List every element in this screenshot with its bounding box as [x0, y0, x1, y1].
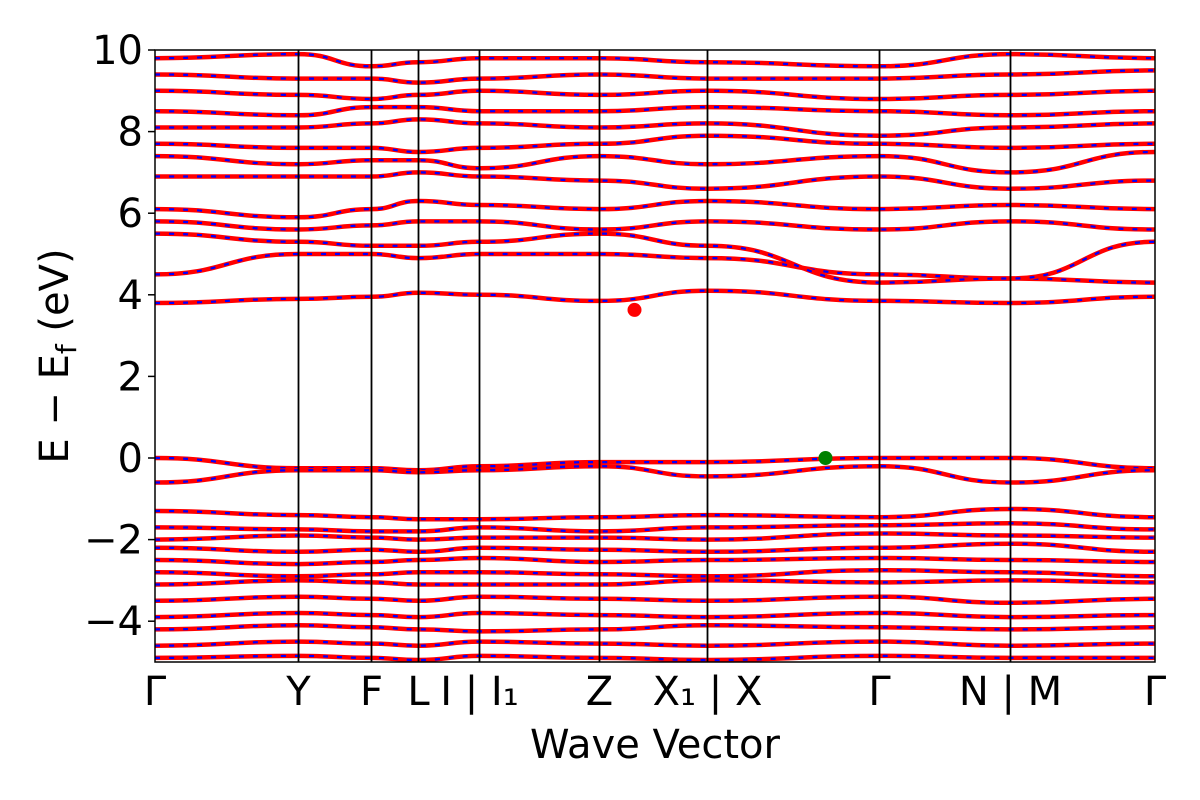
y-axis-label-unit: (eV) [32, 248, 78, 344]
valence-band-11-spin-down [154, 623, 1156, 634]
x-tick-label: Γ [868, 669, 891, 715]
valence-band-7-spin-down [154, 567, 1156, 579]
x-tick-label: Y [285, 669, 311, 715]
vbm-marker [818, 451, 833, 465]
conduction-band-9-spin-down [154, 104, 1156, 118]
valence-band-9-spin-down [154, 594, 1156, 606]
conduction-band-8-spin-up [155, 118, 1156, 137]
y-axis-label-subscript: f [50, 343, 83, 354]
band-edge-markers [627, 302, 833, 465]
valence-band-4-spin-down [154, 531, 1156, 542]
conduction-band-4-spin-down [154, 198, 1156, 220]
valence-band-2-spin-down [154, 506, 1156, 522]
y-axis: 10 8 6 4 2 0 −2 −4 [84, 28, 155, 645]
y-axis-label-main: E − E [32, 354, 78, 464]
valence-band-13-spin-up [154, 654, 1155, 662]
valence-band-1-spin-down [154, 463, 1156, 485]
y-tick-label: −2 [84, 518, 143, 564]
x-tick-label: I | I₁ [440, 669, 519, 715]
x-axis-label: Wave Vector [530, 722, 781, 768]
valence-band-5-spin-up [154, 542, 1156, 553]
y-axis-label: E − Ef (eV) [32, 248, 83, 463]
valence-band-3-spin-down [154, 521, 1156, 534]
valence-band-6-spin-down [154, 555, 1156, 567]
conduction-band-3-spin-up [154, 220, 1156, 231]
conduction-band-5-spin-down [155, 170, 1156, 191]
x-tick-label: L [407, 669, 430, 715]
valence-band-13-spin-down [154, 653, 1155, 663]
y-tick-label: 6 [118, 191, 143, 237]
valence-band-9-spin-up [154, 595, 1156, 604]
conduction-band-5-spin-up [155, 171, 1156, 190]
valence-band-10-spin-up [154, 611, 1156, 619]
y-tick-label: 10 [92, 28, 143, 74]
x-tick-label: Γ [1144, 669, 1167, 715]
conduction-band-11-spin-up [154, 69, 1156, 84]
conduction-band-9-spin-up [154, 105, 1156, 117]
valence-band-10-spin-down [154, 610, 1156, 620]
cbm-marker [627, 302, 642, 317]
valence-band-8-spin-up [154, 579, 1156, 586]
plot-frame [154, 49, 1156, 663]
x-tick-label: F [360, 669, 383, 715]
y-tick-label: 2 [118, 354, 143, 400]
valence-band-5-spin-down [154, 541, 1156, 555]
y-tick-label: 8 [118, 110, 143, 156]
conduction-band-12-spin-up [154, 52, 1156, 68]
conduction-band-8-spin-down [155, 117, 1156, 138]
conduction-band-10-spin-up [154, 89, 1156, 101]
valence-band-12-spin-up [154, 640, 1156, 647]
x-tick-label: Z [586, 669, 613, 715]
conduction-band-7-spin-up [154, 134, 1156, 154]
x-tick-label: Γ [144, 669, 167, 715]
conduction-band-0-spin-up [154, 289, 1156, 305]
valence-band-4-spin-up [154, 532, 1156, 541]
high-symmetry-lines [297, 50, 1012, 662]
conduction-band-3-spin-down [154, 219, 1156, 232]
valence-band-1-spin-up [154, 465, 1156, 484]
conduction-band-6-spin-down [154, 149, 1156, 175]
valence-band-0-spin-up [154, 456, 1156, 472]
x-tick-label: N | M [959, 669, 1062, 715]
conduction-band-10-spin-down [154, 88, 1156, 102]
valence-band-3-spin-up [154, 522, 1156, 533]
x-tick-label: X₁ | X [653, 669, 763, 715]
conduction-band-12-spin-down [154, 51, 1156, 69]
valence-band-8-spin-down [154, 578, 1156, 587]
y-tick-label: 0 [118, 436, 143, 482]
bands-layer [154, 51, 1156, 663]
conduction-band-11-spin-down [154, 68, 1156, 85]
conduction-band-7-spin-down [154, 133, 1156, 155]
y-tick-label: 4 [118, 273, 143, 319]
conduction-band-0-spin-down [154, 288, 1156, 306]
valence-band-12-spin-down [154, 639, 1156, 648]
y-tick-label: −4 [84, 599, 143, 645]
conduction-band-6-spin-up [154, 150, 1156, 174]
